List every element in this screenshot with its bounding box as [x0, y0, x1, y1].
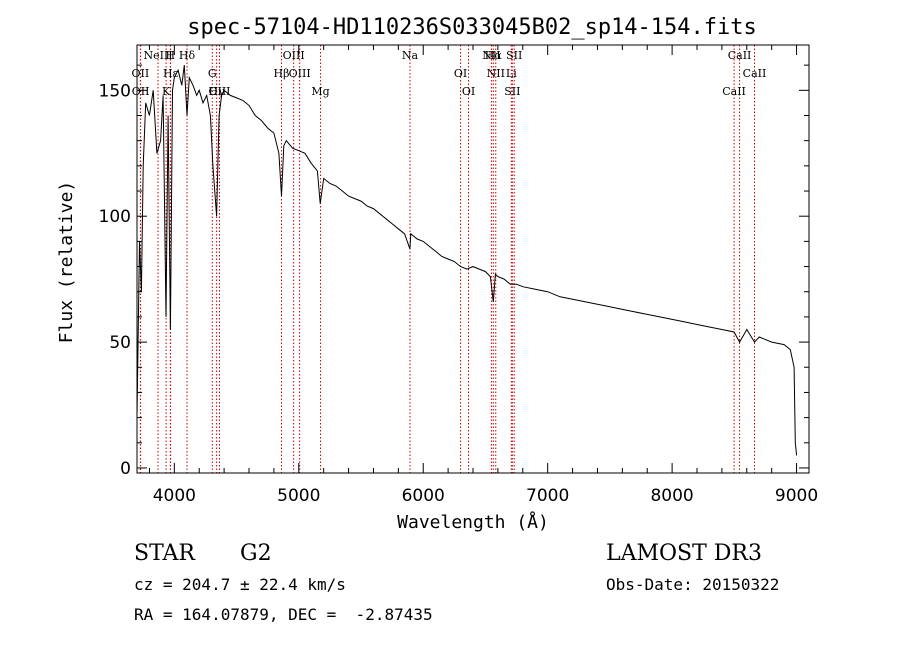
line-marker-label: NeIII — [143, 49, 172, 62]
line-marker-label: Hδ — [179, 49, 196, 62]
line-marker-label: NII — [482, 49, 500, 62]
chart-title: spec-57104-HD110236S033045B02_sp14-154.f… — [187, 15, 757, 40]
x-tick-label: 7000 — [526, 486, 569, 506]
x-tick-label: 6000 — [402, 486, 445, 506]
y-axis: 0 50 100 150 — [99, 64, 809, 479]
spectral-subclass: G2 — [240, 541, 272, 566]
line-marker-label: CaII — [728, 49, 752, 62]
line-marker-label: K — [162, 85, 171, 98]
line-marker-label: OI — [454, 67, 467, 80]
line-marker-label: CaII — [743, 67, 767, 80]
line-marker-label: OIII — [289, 67, 311, 80]
line-marker-label: H — [166, 49, 176, 62]
line-marker-label: SII — [504, 85, 520, 98]
plot-frame — [136, 44, 810, 474]
x-tick-label: 8000 — [650, 486, 693, 506]
y-tick-label: 0 — [120, 459, 131, 479]
y-axis-label: Flux (relative) — [56, 181, 77, 344]
line-marker-label: OI — [462, 85, 475, 98]
coordinates: RA = 164.07879, DEC = -2.87435 — [134, 605, 433, 624]
line-marker-label: Li — [506, 67, 517, 80]
survey-name: LAMOST DR3 — [606, 541, 762, 566]
redshift-text: cz = 204.7 ± 22.4 km/s — [134, 575, 346, 594]
line-marker-label: Hβ — [274, 67, 290, 80]
spectrum-series-line — [136, 65, 798, 456]
line-marker-label: OIII — [283, 49, 305, 62]
object-class: STAR — [134, 541, 196, 566]
line-marker-label: G — [208, 67, 217, 80]
line-marker-labels: HαHβHγHδHεKHOIIOIINeIIIGOIIIOIIIOIIIMgNa… — [132, 49, 767, 98]
x-axis: 4000 5000 6000 7000 8000 9000 — [148, 45, 818, 506]
line-marker-label: NII — [487, 67, 505, 80]
line-marker-label: SII — [506, 49, 522, 62]
line-marker-label: Mg — [311, 85, 329, 98]
line-marker-label: OIII — [208, 85, 230, 98]
x-axis-label: Wavelength (Å) — [397, 511, 549, 533]
x-tick-label: 9000 — [775, 486, 818, 506]
line-marker-label: Na — [402, 49, 419, 62]
line-marker-label: Hα — [485, 49, 503, 62]
y-tick-label: 50 — [109, 333, 131, 353]
line-marker-label: CaII — [722, 85, 746, 98]
y-tick-label: 150 — [99, 81, 131, 101]
line-marker-label: OII — [132, 67, 150, 80]
x-tick-label: 4000 — [153, 486, 196, 506]
line-marker-label: OII — [132, 85, 150, 98]
x-tick-label: 5000 — [277, 486, 320, 506]
y-tick-label: 100 — [99, 207, 131, 227]
line-marker-label: Hγ — [209, 85, 226, 98]
obs-date: Obs-Date: 20150322 — [606, 575, 779, 594]
